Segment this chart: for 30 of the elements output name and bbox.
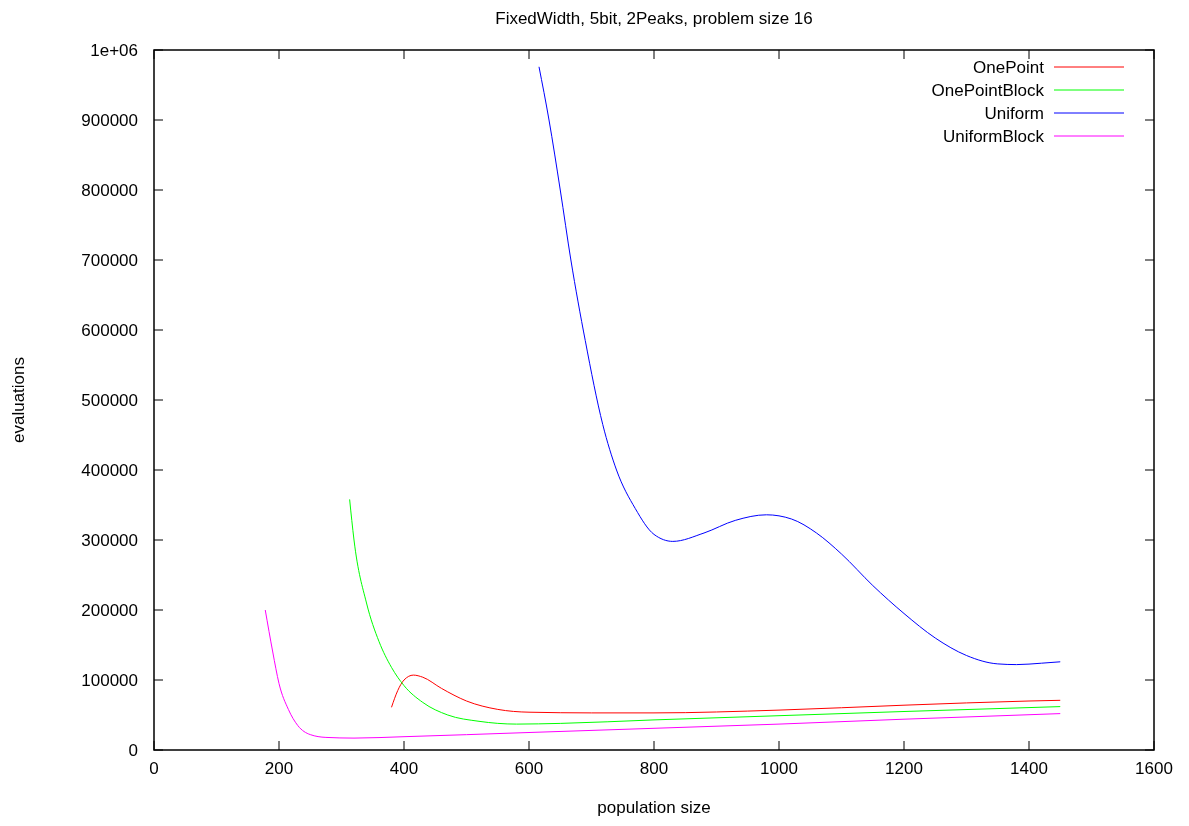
- y-axis-title: evaluations: [9, 356, 28, 444]
- x-tick-label: 400: [389, 759, 419, 778]
- y-tick-label: 100000: [81, 671, 138, 690]
- y-tick-label: 500000: [81, 391, 138, 410]
- y-tick-label: 0: [128, 741, 138, 760]
- y-tick-label: 700000: [81, 251, 138, 270]
- line-series: [264, 609, 1061, 739]
- y-tick-label: 600000: [81, 321, 138, 340]
- legend-label: UniformBlock: [942, 127, 1045, 146]
- x-tick-label: 0: [149, 759, 159, 778]
- legend-label: OnePoint: [973, 58, 1045, 77]
- x-tick-label: 800: [639, 759, 669, 778]
- line-series: [349, 498, 1061, 725]
- x-axis-title: population size: [597, 798, 711, 817]
- line-series: [391, 674, 1061, 714]
- x-tick-label: 200: [264, 759, 294, 778]
- chart-title: FixedWidth, 5bit, 2Peaks, problem size 16: [495, 9, 813, 28]
- x-tick-label: 1000: [760, 759, 798, 778]
- y-tick-label: 400000: [81, 461, 138, 480]
- y-tick-label: 200000: [81, 601, 138, 620]
- legend-label: OnePointBlock: [931, 81, 1045, 100]
- y-tick-label: 900000: [81, 111, 138, 130]
- x-tick-label: 1400: [1010, 759, 1048, 778]
- y-tick-label: 300000: [81, 531, 138, 550]
- x-tick-label: 1600: [1135, 759, 1173, 778]
- legend-label: Uniform: [984, 104, 1044, 123]
- y-tick-label: 1e+06: [90, 41, 138, 60]
- x-tick-label: 600: [514, 759, 544, 778]
- y-tick-label: 800000: [81, 181, 138, 200]
- x-tick-label: 1200: [885, 759, 923, 778]
